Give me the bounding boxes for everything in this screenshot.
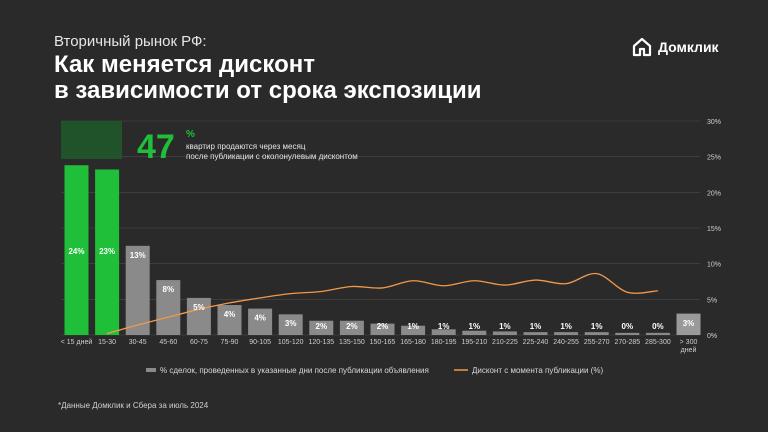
bar [186, 297, 211, 335]
y-tick-label: 15% [707, 226, 721, 233]
bar [492, 331, 517, 335]
bar [248, 308, 273, 335]
footnote: *Данные Домклик и Сбера за июль 2024 [58, 401, 209, 410]
legend-bar-swatch [146, 368, 156, 372]
domclick-logo: Домклик [632, 36, 719, 58]
bar [645, 332, 670, 335]
y-tick-label: 20% [707, 190, 721, 197]
x-tick-label: 135-150 [339, 339, 365, 346]
chart-subtitle: Вторичный рынок РФ: [54, 33, 207, 50]
callout-line-1: квартир продаются через месяц [186, 142, 306, 151]
house-icon [632, 37, 652, 57]
bar-data-label: 8% [163, 285, 175, 294]
bar [554, 332, 579, 335]
x-tick-label: 120-135 [308, 339, 334, 346]
x-tick-label: 210-225 [492, 339, 518, 346]
bar-data-label: 4% [254, 314, 266, 323]
bar-data-label: 0% [652, 322, 664, 331]
bar [95, 169, 120, 335]
bar [615, 332, 640, 335]
x-tick-label: 15-30 [98, 339, 116, 346]
bar-data-label: 4% [224, 310, 236, 319]
bar [309, 320, 334, 335]
bar-data-label: 1% [438, 322, 450, 331]
bar-data-label: 1% [591, 322, 603, 331]
bar-data-label: 3% [285, 319, 297, 328]
bar [156, 280, 181, 335]
bar-data-label: 2% [377, 322, 389, 331]
bar-data-label: 1% [530, 322, 542, 331]
x-tick-label: 165-180 [400, 339, 426, 346]
bar [401, 325, 426, 335]
x-tick-label: 60-75 [190, 339, 208, 346]
callout-percent: % [186, 129, 195, 140]
chart-title: Как меняется дисконт в зависимости от ср… [54, 52, 614, 104]
x-tick-label: 75-90 [221, 339, 239, 346]
bar [431, 329, 456, 335]
bar [125, 245, 150, 335]
discount-line [106, 272, 658, 335]
labels-layer: 24% 23% 13% 8% 5% 4% 4% 3% 2% 2% 2% 1% 1% 1% 1% 1% 1% 1% 0… [68, 247, 694, 331]
x-tick-label: < 15 дней [61, 338, 93, 346]
x-tick-label: 90-105 [249, 339, 271, 346]
callout-group: 47 % квартир продаются через месяц после… [137, 128, 358, 166]
bar-data-label: 24% [68, 247, 84, 256]
bar-data-label: 0% [622, 322, 634, 331]
bar-data-label: 2% [346, 322, 358, 331]
ticks-layer: < 15 дней 15-30 30-45 45-60 60-75 75-90 90-105… [61, 338, 698, 354]
callout-number: 47 [137, 128, 175, 166]
title-line-2: в зависимости от срока экспозиции [54, 77, 482, 104]
y-tick-label: 25% [707, 155, 721, 162]
x-tick-label: 285-300 [645, 339, 671, 346]
bar [462, 330, 487, 335]
bar-data-label: 23% [99, 247, 115, 256]
bar [64, 165, 89, 335]
bar [370, 323, 395, 335]
x-tick-label: 240-255 [553, 339, 579, 346]
bars-layer [64, 165, 701, 335]
x-tick-label: дней [681, 346, 697, 354]
bar-data-label: 3% [683, 319, 695, 328]
x-tick-label: 30-45 [129, 339, 147, 346]
bar [523, 332, 548, 335]
x-tick-label: 105-120 [278, 339, 304, 346]
y-tick-label: 0% [707, 333, 717, 340]
bar-data-label: 2% [316, 322, 328, 331]
x-tick-label: > 300 [680, 339, 698, 346]
bar-data-label: 5% [193, 303, 205, 312]
x-tick-label: 180-195 [431, 339, 457, 346]
bar-data-label: 1% [560, 322, 572, 331]
logo-text: Домклик [658, 39, 719, 55]
line-layer [106, 272, 658, 335]
legend-line-label: Дисконт с момента публикации (%) [472, 366, 603, 375]
bar-data-label: 1% [407, 322, 419, 331]
x-tick-label: 270-285 [614, 339, 640, 346]
bar-data-label: 13% [130, 251, 146, 260]
y-tick-label: 10% [707, 262, 721, 269]
highlight-box [61, 121, 122, 159]
title-line-1: Как меняется дисконт [54, 51, 315, 78]
callout-line-2: после публикации с околонулевым дисконто… [186, 152, 358, 161]
x-tick-label: 45-60 [159, 339, 177, 346]
bar-data-label: 1% [499, 322, 511, 331]
bar [278, 314, 303, 335]
bar [676, 313, 701, 335]
bar [584, 332, 609, 335]
legend: % сделок, проведенных в указанные дни по… [146, 366, 603, 375]
x-tick-label: 255-270 [584, 339, 610, 346]
bar-data-label: 1% [469, 322, 481, 331]
x-tick-label: 225-240 [523, 339, 549, 346]
bar [217, 305, 242, 335]
legend-bar-label: % сделок, проведенных в указанные дни по… [160, 366, 429, 375]
y-tick-label: 30% [707, 119, 721, 126]
x-tick-label: 150-165 [370, 339, 396, 346]
x-tick-label: 195-210 [461, 339, 487, 346]
bar [339, 320, 364, 335]
y-tick-label: 5% [707, 297, 717, 304]
